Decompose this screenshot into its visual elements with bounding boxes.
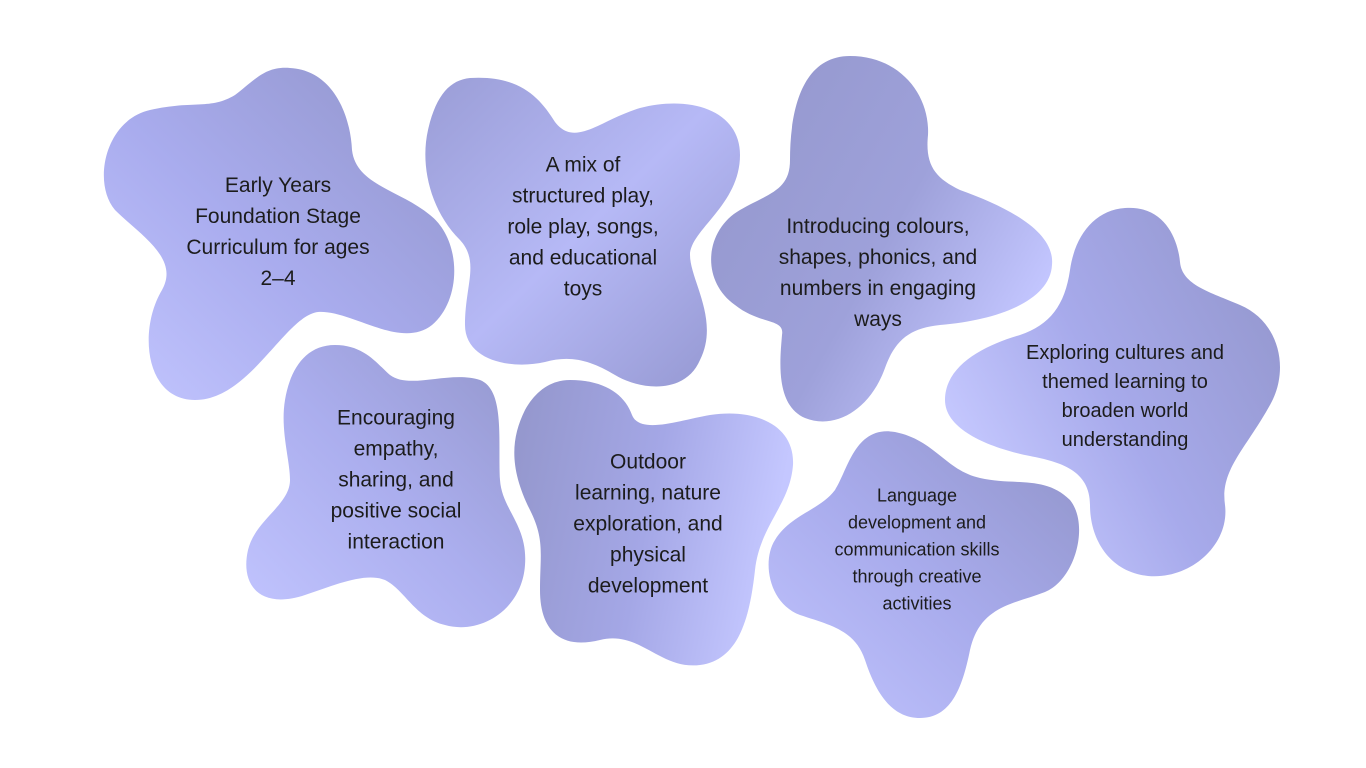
blob-text-structured-play: A mix of structured play, role play, son…	[507, 153, 659, 301]
blob-text-empathy: Encouraging empathy, sharing, and positi…	[330, 406, 462, 554]
blob-text-outdoor: Outdoor learning, nature exploration, an…	[573, 450, 723, 598]
blob-text-colours-shapes: Introducing colours, shapes, phonics, an…	[778, 215, 978, 331]
blob-early-years	[103, 67, 455, 401]
blob-text-language: Language development and communication s…	[834, 485, 1000, 614]
blob-empathy	[246, 345, 526, 628]
blob-structured-play	[425, 77, 740, 387]
blob-colours-shapes	[711, 56, 1053, 422]
blob-outdoor	[514, 380, 794, 666]
blob-text-early-years: Early Years Foundation Stage Curriculum …	[186, 174, 370, 290]
blob-language	[768, 431, 1080, 718]
blob-text-cultures: Exploring cultures and themed learning t…	[1026, 342, 1224, 451]
blob-cultures	[945, 207, 1280, 577]
